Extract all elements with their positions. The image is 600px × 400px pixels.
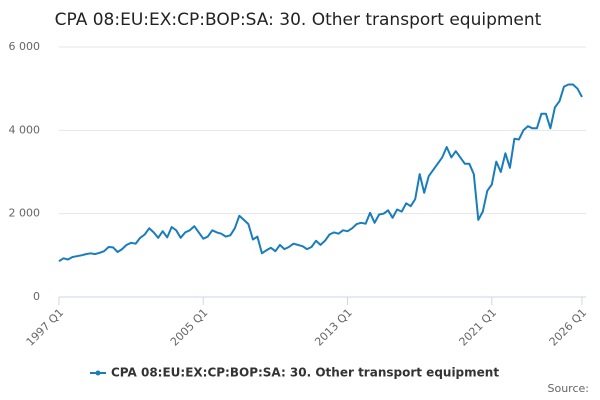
x-tick-label: 2005 Q1	[168, 306, 211, 349]
x-tick-label: 2013 Q1	[312, 306, 355, 349]
legend-marker	[95, 370, 101, 376]
source: Source:	[548, 382, 590, 395]
series-line	[58, 83, 583, 263]
chart-title: CPA 08:EU:EX:CP:BOP:SA: 30. Other transp…	[55, 10, 542, 30]
x-tick-label: 2026 Q1	[547, 306, 590, 349]
y-tick-label: 0	[33, 290, 40, 303]
x-tick-label: 1997 Q1	[24, 306, 67, 349]
x-tick-label: 2021 Q1	[457, 306, 500, 349]
y-tick-label: 6 000	[9, 40, 41, 53]
legend-label: CPA 08:EU:EX:CP:BOP:SA: 30. Other transp…	[111, 366, 499, 380]
y-tick-label: 2 000	[9, 207, 41, 220]
y-tick-label: 4 000	[9, 123, 41, 136]
